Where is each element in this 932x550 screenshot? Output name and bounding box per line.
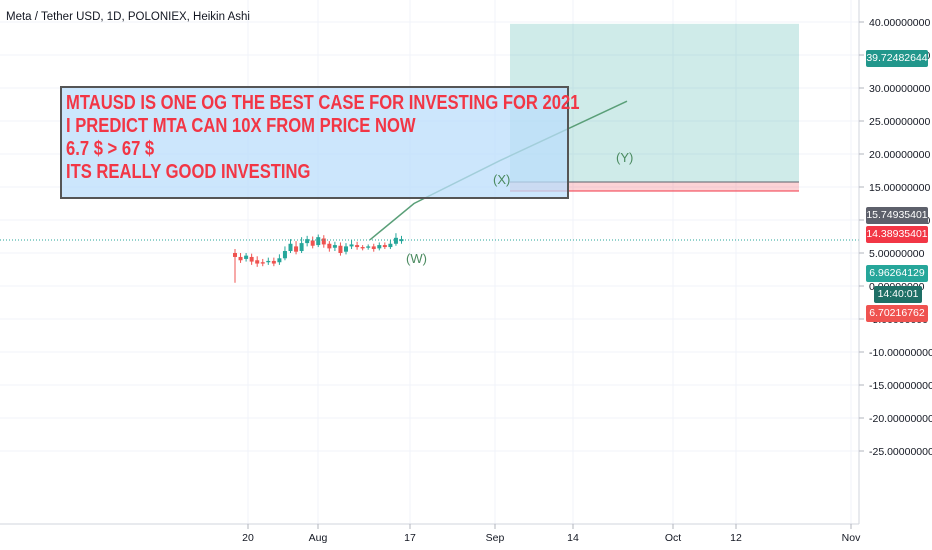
y-tick-label: 40.00000000 (869, 17, 930, 29)
candle-body (233, 253, 237, 257)
candle-body (382, 245, 387, 248)
x-tick-label: Aug (309, 532, 328, 544)
time-axis: 20 Aug 17 Sep 14 Oct 12 Nov (242, 524, 861, 544)
candle-body (399, 239, 404, 242)
candle-body (244, 255, 249, 259)
symbol-title[interactable]: Meta / Tether USD, 1D, POLONIEX, Heikin … (6, 11, 250, 23)
candle-body (255, 260, 260, 264)
annotation-line-3: 6.7 $ > 67 $ (66, 138, 155, 160)
x-tick-label: 20 (242, 532, 254, 544)
candle-body (266, 260, 271, 263)
y-tick-label: -10.00000000 (869, 347, 932, 359)
x-tick-label: Nov (842, 532, 861, 544)
y-tick-label: 15.00000000 (869, 182, 930, 194)
x-tick-label: Oct (665, 532, 681, 544)
x-tick-label: 12 (730, 532, 742, 544)
candle-body (282, 251, 287, 259)
candle-body (249, 256, 254, 262)
wave-label-x: (X) (493, 172, 511, 187)
x-tick-label: 14 (567, 532, 579, 544)
y-tick-label: 25.00000000 (869, 116, 930, 128)
candle-body (388, 243, 393, 248)
candle-body (310, 240, 315, 246)
candle-body (288, 243, 293, 252)
candle-body (299, 243, 304, 252)
candle-body (360, 247, 365, 249)
y-tick-label: 20.00000000 (869, 149, 930, 161)
candle-body (355, 245, 360, 248)
candle-body (393, 237, 398, 244)
last-price-tag: 6.96264129 (866, 265, 928, 282)
target-price-tag: 39.72482644 (866, 50, 928, 67)
candle-body (260, 262, 265, 264)
y-tick-label: 5.00000000 (869, 248, 925, 260)
candle-body (371, 246, 376, 250)
entry-price-tag: 15.74935401 (866, 207, 928, 224)
prev-close-tag: 6.70216762 (866, 305, 928, 322)
candle-body (366, 246, 371, 248)
candle-body (338, 245, 343, 253)
x-tick-label: 17 (404, 532, 416, 544)
x-tick-label: Sep (486, 532, 505, 544)
annotation-line-2: I PREDICT MTA CAN 10X FROM PRICE NOW (66, 115, 416, 137)
stop-zone[interactable] (510, 182, 799, 192)
y-tick-label: -20.00000000 (869, 413, 932, 425)
candle-body (316, 237, 321, 246)
y-tick-label: 30.00000000 (869, 83, 930, 95)
candle-body (332, 245, 337, 248)
y-tick-label: -15.00000000 (869, 380, 932, 392)
countdown-tag: 14:40:01 (874, 286, 922, 303)
candle-body (271, 260, 276, 264)
wave-label-y: (Y) (616, 150, 634, 165)
candle-body (349, 244, 354, 247)
candle-body (344, 246, 348, 252)
candle-body (305, 239, 310, 244)
candle-body (377, 245, 382, 249)
annotation-line-1: MTAUSD IS ONE OG THE BEST CASE FOR INVES… (66, 92, 580, 114)
candle-body (238, 256, 243, 261)
annotation-line-4: ITS REALLY GOOD INVESTING (66, 161, 311, 183)
candle-body (294, 246, 299, 252)
candle-body (277, 258, 282, 263)
annotation-box[interactable]: MTAUSD IS ONE OG THE BEST CASE FOR INVES… (60, 86, 580, 199)
candles (233, 233, 404, 283)
candle-body (327, 243, 332, 249)
wave-label-w: (W) (406, 251, 427, 266)
candle-body (321, 238, 326, 245)
y-tick-label: -25.00000000 (869, 446, 932, 458)
stop-price-tag: 14.38935401 (866, 226, 928, 243)
